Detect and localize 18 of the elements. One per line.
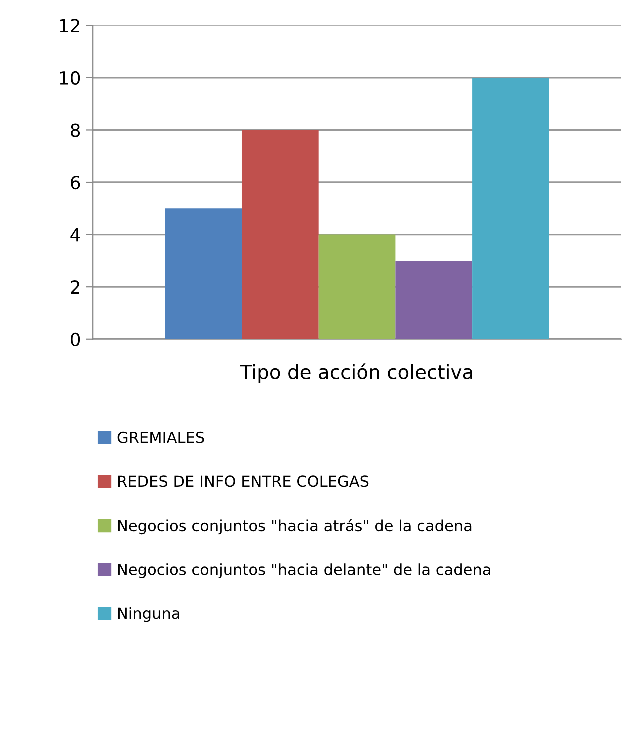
legend-label: REDES DE INFO ENTRE COLEGAS	[118, 476, 369, 488]
legend-label: Negocios conjuntos "hacia atrás" de la cadena	[118, 519, 472, 535]
bar	[242, 130, 319, 340]
legend-label: Ninguna	[118, 607, 180, 622]
legend-label: Negocios conjuntos "hacia delante" de la cadena	[118, 564, 490, 578]
bar	[396, 260, 473, 340]
y-tick-label: 2	[71, 280, 80, 294]
bar	[165, 208, 242, 340]
x-axis-title: Tipo de acción colectiva	[240, 364, 472, 384]
legend-label: GREMIALES	[118, 432, 204, 444]
bar	[472, 78, 550, 340]
y-tick-label: 0	[70, 332, 80, 346]
y-tick-label: 4	[70, 228, 80, 242]
y-tick-label: 10	[60, 71, 80, 86]
y-tick-label: 8	[71, 124, 80, 138]
bar	[318, 234, 396, 340]
y-tick-label: 6	[71, 176, 80, 190]
y-tick-label: 12	[60, 19, 80, 33]
